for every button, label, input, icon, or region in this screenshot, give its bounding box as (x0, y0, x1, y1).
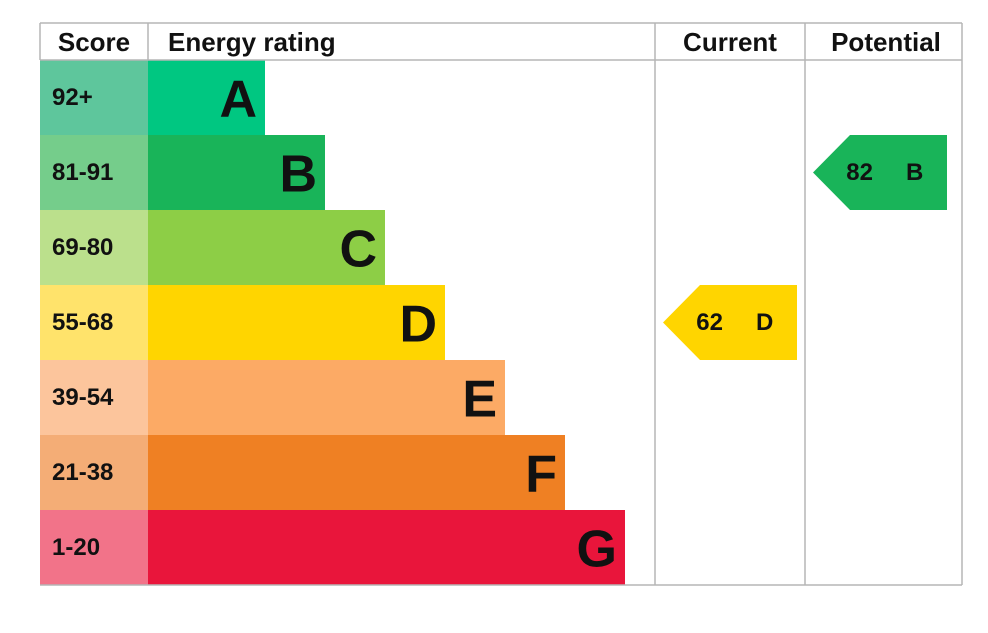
score-cell (40, 60, 148, 135)
band-bar (148, 435, 565, 510)
score-cell (40, 510, 148, 585)
header-score: Score (58, 27, 130, 57)
score-cell (40, 210, 148, 285)
header-current: Current (683, 27, 777, 57)
band-letter: A (219, 71, 257, 129)
score-cell (40, 285, 148, 360)
band-bar (148, 510, 625, 585)
current-band: D (756, 309, 773, 336)
current-arrow (663, 285, 797, 360)
score-label: 21-38 (52, 459, 113, 486)
band-letter: G (577, 521, 617, 579)
score-cell (40, 135, 148, 210)
band-bar (148, 285, 445, 360)
header: Score Energy rating Current Potential (58, 27, 941, 57)
band-letter: E (462, 371, 497, 429)
score-label: 92+ (52, 84, 93, 111)
score-label: 69-80 (52, 234, 113, 261)
band-bar (148, 210, 385, 285)
band-letter: F (525, 446, 557, 504)
header-potential: Potential (831, 27, 941, 57)
band-bar (148, 135, 325, 210)
score-cell (40, 435, 148, 510)
current-score: 62 (696, 309, 723, 336)
band-bar (148, 360, 505, 435)
band-letter: B (279, 146, 317, 204)
band-bar (148, 60, 265, 135)
score-label: 81-91 (52, 159, 113, 186)
potential-score: 82 (846, 159, 873, 186)
score-label: 1-20 (52, 534, 100, 561)
score-label: 55-68 (52, 309, 113, 336)
potential-arrow (813, 135, 947, 210)
band-letter: D (399, 296, 437, 354)
band-letter: C (339, 221, 377, 279)
score-label: 39-54 (52, 384, 114, 411)
header-rating: Energy rating (168, 27, 336, 57)
potential-band: B (906, 159, 923, 186)
score-cell (40, 360, 148, 435)
